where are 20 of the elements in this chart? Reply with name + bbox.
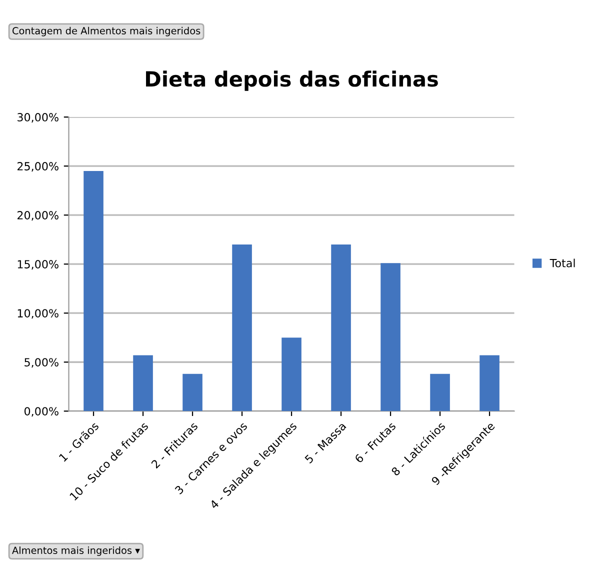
legend-label: Total [550, 258, 575, 268]
text: Almentos mais ingeridos ▾ [12, 546, 140, 556]
y-tick-label: 30,00% [18, 113, 58, 123]
bar [232, 244, 252, 412]
y-tick-label: 0,00% [24, 407, 58, 417]
y-tick-label: 15,00% [18, 260, 58, 270]
text: Contagem de Almentos mais ingeridos [12, 26, 200, 36]
y-tick-label: 5,00% [24, 358, 58, 368]
bar [84, 170, 104, 412]
chart-title: Dieta depois das oficinas [146, 70, 438, 91]
bar [282, 338, 302, 412]
bar [480, 355, 500, 412]
y-tick-label: 10,00% [18, 309, 58, 319]
bar [331, 244, 351, 412]
bar [133, 355, 153, 412]
bar [182, 374, 202, 412]
y-tick-label: 25,00% [17, 162, 58, 172]
bar [430, 374, 450, 412]
y-tick-label: 20,00% [17, 211, 58, 221]
bar [380, 263, 400, 412]
